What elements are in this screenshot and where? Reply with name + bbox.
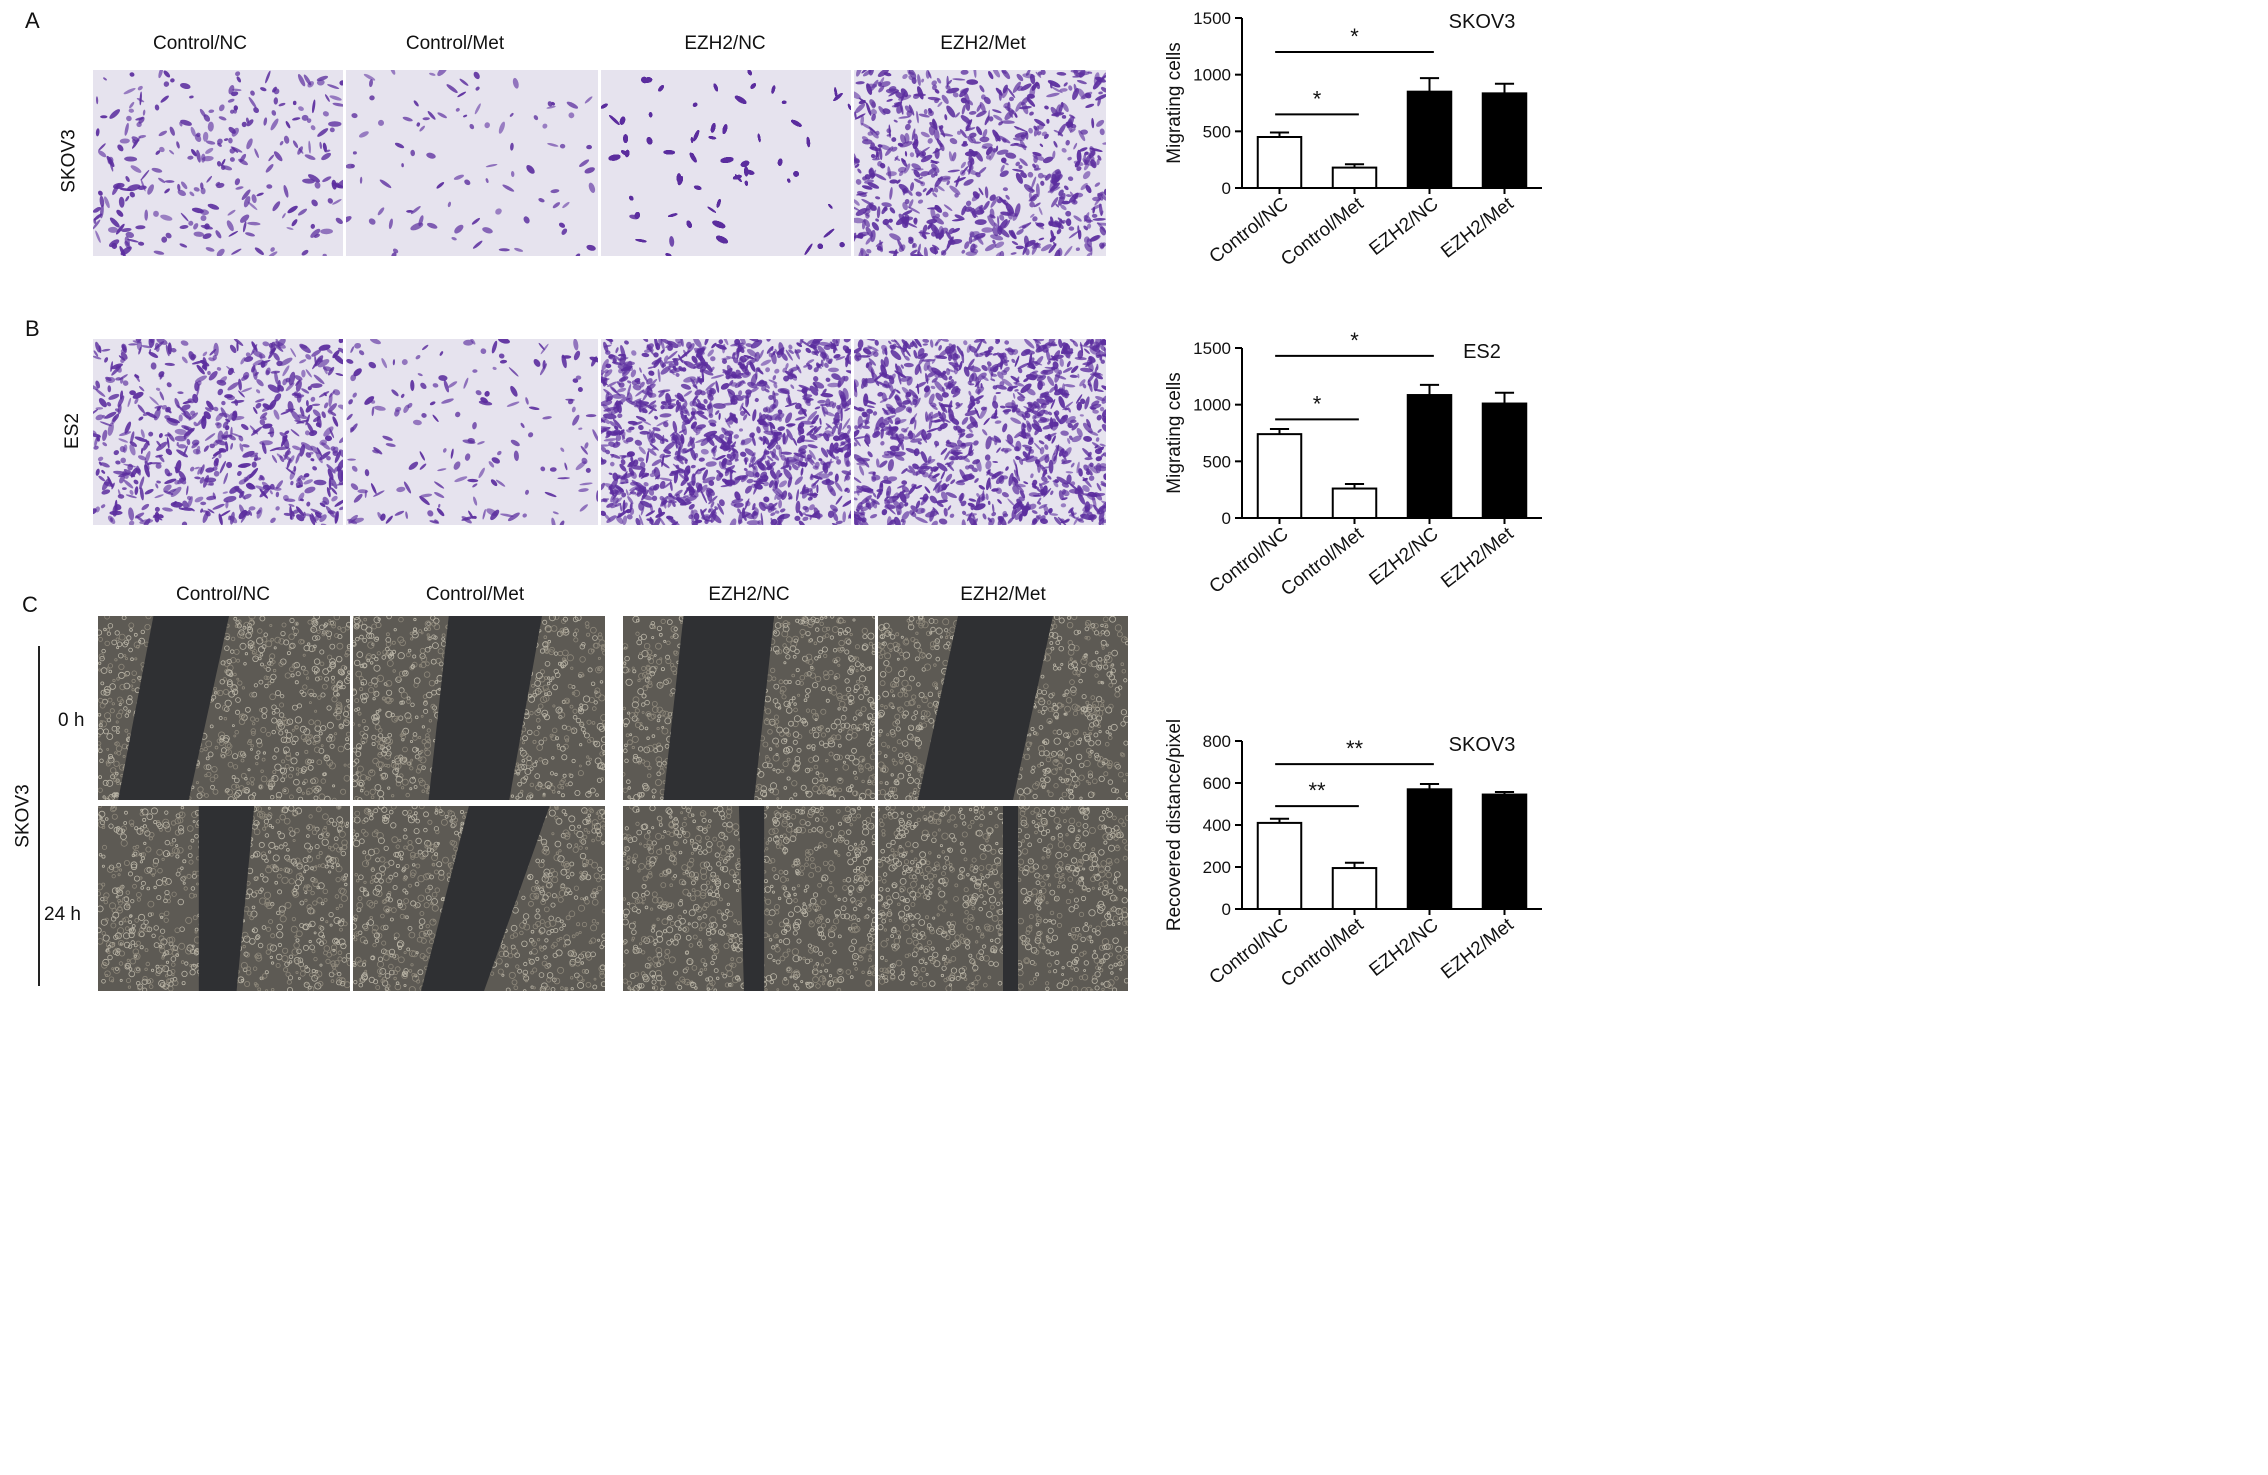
transwell-image-skov3-control-met: [346, 70, 598, 256]
transwell-image-skov3-ezh2-nc: [601, 70, 851, 256]
y-tick-label: 500: [1203, 122, 1231, 141]
transwell-image-skov3-ezh2-met: [854, 70, 1106, 256]
bar-ezh2-met: [1481, 402, 1528, 519]
column-header-control-met: Control/Met: [405, 33, 505, 54]
migration-chart-es2: 0 500 1000 1500 Migrating cells ES2 Control/NC…: [1150, 322, 1560, 622]
y-tick-label: 800: [1203, 732, 1231, 751]
transwell-image-skov3-control-nc: [93, 70, 343, 256]
x-tick-label-ezh2-nc: EZH2/NC: [1366, 523, 1443, 590]
scratch-image-0h-ezh2-nc: [623, 616, 875, 800]
bar-ezh2-met: [1481, 92, 1528, 189]
column-header-ezh2-met: EZH2/Met: [940, 33, 1026, 54]
scratch-header-ezh2-nc: EZH2/NC: [708, 584, 790, 605]
bar-ezh2-met: [1481, 793, 1528, 910]
bar-control-met: [1331, 867, 1378, 911]
y-axis-label: Migrating cells: [1164, 42, 1185, 163]
y-tick-label: 0: [1222, 900, 1231, 919]
y-axis-label: Recovered distance/pixel: [1164, 719, 1185, 931]
time-label-0h: 0 h: [58, 710, 85, 731]
scratch-image-24h-control-nc: [98, 806, 350, 991]
scratch-image-0h-control-nc: [98, 616, 350, 800]
chart-title: SKOV3: [1449, 734, 1516, 756]
column-header-ezh2-nc: EZH2/NC: [684, 33, 766, 54]
transwell-image-es2-control-nc: [93, 339, 343, 525]
bar-ezh2-nc: [1406, 90, 1453, 189]
column-header-control-nc: Control/NC: [153, 33, 247, 54]
bar-ezh2-nc: [1406, 788, 1453, 910]
bar-ezh2-nc: [1406, 394, 1453, 519]
y-tick-label: 0: [1222, 179, 1231, 198]
significance-marker: *: [1313, 86, 1322, 111]
y-axis-label: Migrating cells: [1164, 372, 1185, 493]
bar-control-nc: [1256, 821, 1303, 910]
y-tick-label: 0: [1222, 509, 1231, 528]
scratch-chart-skov3: 0 200 400 600 800 Recovered distance/pixel SKO…: [1150, 719, 1560, 1030]
y-tick-label: 200: [1203, 858, 1231, 877]
x-tick-label-control-met: Control/Met: [1277, 193, 1368, 270]
y-tick-label: 1000: [1193, 396, 1231, 415]
panel-label-c: C: [22, 592, 38, 617]
x-tick-label-ezh2-met: EZH2/Met: [1437, 523, 1518, 593]
scratch-header-control-nc: Control/NC: [176, 584, 270, 605]
y-tick-label: 500: [1203, 452, 1231, 471]
transwell-image-es2-ezh2-met: [854, 339, 1106, 525]
row-label-skov3-scratch: SKOV3: [12, 784, 34, 848]
panel-label-b: B: [25, 316, 40, 341]
x-tick-label-ezh2-nc: EZH2/NC: [1366, 914, 1443, 981]
y-tick-label: 400: [1203, 816, 1231, 835]
x-tick-label-ezh2-met: EZH2/Met: [1437, 193, 1518, 263]
chart-svg-0: 0 500 1000 1500 Migrating cells SKOV3 Control/…: [1164, 9, 1542, 270]
time-bracket-line: [38, 646, 40, 986]
migration-chart-skov3: 0 500 1000 1500 Migrating cells SKOV3 Control/…: [1150, 0, 1560, 320]
scratch-image-24h-ezh2-nc: [623, 806, 875, 991]
row-label-es2-transwell: ES2: [61, 413, 83, 449]
y-tick-label: 1000: [1193, 66, 1231, 85]
panel-label-a: A: [25, 8, 40, 33]
scratch-image-0h-control-met: [353, 616, 605, 800]
x-tick-label-ezh2-nc: EZH2/NC: [1366, 193, 1443, 260]
x-tick-label-control-met: Control/Met: [1277, 523, 1368, 600]
significance-marker: **: [1346, 736, 1364, 761]
chart-title: ES2: [1463, 341, 1501, 363]
significance-marker: *: [1313, 391, 1322, 416]
significance-marker: *: [1350, 328, 1359, 353]
y-tick-label: 1500: [1193, 339, 1231, 358]
bar-control-nc: [1256, 433, 1303, 519]
significance-marker: *: [1350, 24, 1359, 49]
x-tick-label-ezh2-met: EZH2/Met: [1437, 914, 1518, 984]
row-label-skov3-transwell: SKOV3: [58, 129, 80, 193]
y-tick-label: 1500: [1193, 9, 1231, 28]
scratch-image-0h-ezh2-met: [878, 616, 1128, 800]
bar-control-nc: [1256, 136, 1303, 189]
scratch-image-24h-control-met: [353, 806, 605, 991]
time-label-24h: 24 h: [44, 904, 81, 925]
bar-control-met: [1331, 166, 1378, 190]
chart-title: SKOV3: [1449, 11, 1516, 33]
transwell-image-es2-ezh2-nc: [601, 339, 851, 525]
x-tick-label-control-met: Control/Met: [1277, 914, 1368, 991]
chart-svg-2: 0 200 400 600 800 Recovered distance/pixel SKO…: [1164, 719, 1542, 991]
scratch-image-24h-ezh2-met: [878, 806, 1128, 991]
bar-control-met: [1331, 487, 1378, 520]
scratch-header-control-met: Control/Met: [425, 584, 525, 605]
significance-marker: **: [1308, 778, 1326, 803]
transwell-image-es2-control-met: [346, 339, 598, 525]
y-tick-label: 600: [1203, 774, 1231, 793]
scratch-header-ezh2-met: EZH2/Met: [960, 584, 1046, 605]
